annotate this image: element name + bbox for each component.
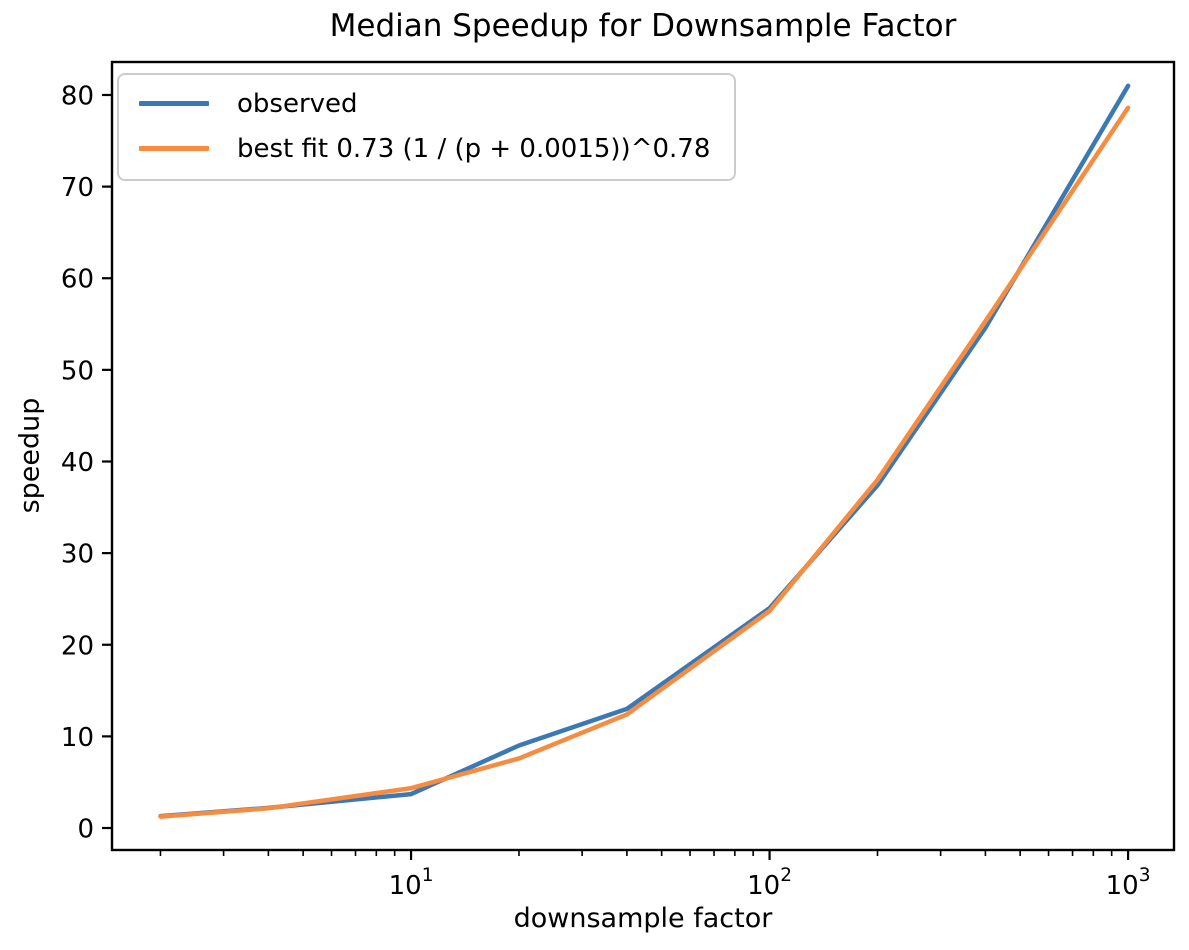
y-axis-tick-label: 0 bbox=[77, 815, 94, 845]
series-line-best-fit bbox=[158, 105, 1131, 819]
y-axis-tick-label: 60 bbox=[61, 265, 94, 295]
y-axis-tick-label: 40 bbox=[61, 448, 94, 478]
y-axis-tick-label: 70 bbox=[61, 173, 94, 203]
y-axis-tick-label: 50 bbox=[61, 356, 94, 386]
y-axis-tick-label: 20 bbox=[61, 631, 94, 661]
axis-tick-labels: 0 10 20 30 40 50 60 70 80 101 102 103 bbox=[61, 81, 1151, 901]
x-axis-tick-label: 101 bbox=[389, 865, 434, 901]
legend-label-observed: observed bbox=[237, 88, 358, 119]
series-line-observed bbox=[158, 83, 1131, 819]
x-axis-tick-label: 103 bbox=[1106, 865, 1151, 901]
y-axis-tick-label: 30 bbox=[61, 540, 94, 570]
legend-label-best-fit: best fit 0.73 (1 / (p + 0.0015))^0.78 bbox=[237, 133, 711, 164]
y-axis-tick-label: 80 bbox=[61, 81, 94, 111]
legend-item-observed: observed bbox=[139, 82, 710, 125]
x-axis-label: downsample factor bbox=[513, 903, 773, 934]
axis-ticks bbox=[102, 93, 1130, 860]
y-axis-label: speedup bbox=[14, 397, 46, 514]
x-axis-tick-label: 102 bbox=[747, 865, 792, 901]
legend-swatch-observed-line bbox=[139, 101, 209, 106]
page-title: Median Speedup for Downsample Factor bbox=[329, 8, 957, 44]
legend: observed best fit 0.73 (1 / (p + 0.0015)… bbox=[117, 73, 737, 181]
plot-border bbox=[110, 60, 1176, 852]
legend-swatch-best-fit-line bbox=[139, 146, 209, 151]
legend-item-best-fit: best fit 0.73 (1 / (p + 0.0015))^0.78 bbox=[139, 127, 710, 170]
y-axis-tick-label: 10 bbox=[61, 723, 94, 753]
